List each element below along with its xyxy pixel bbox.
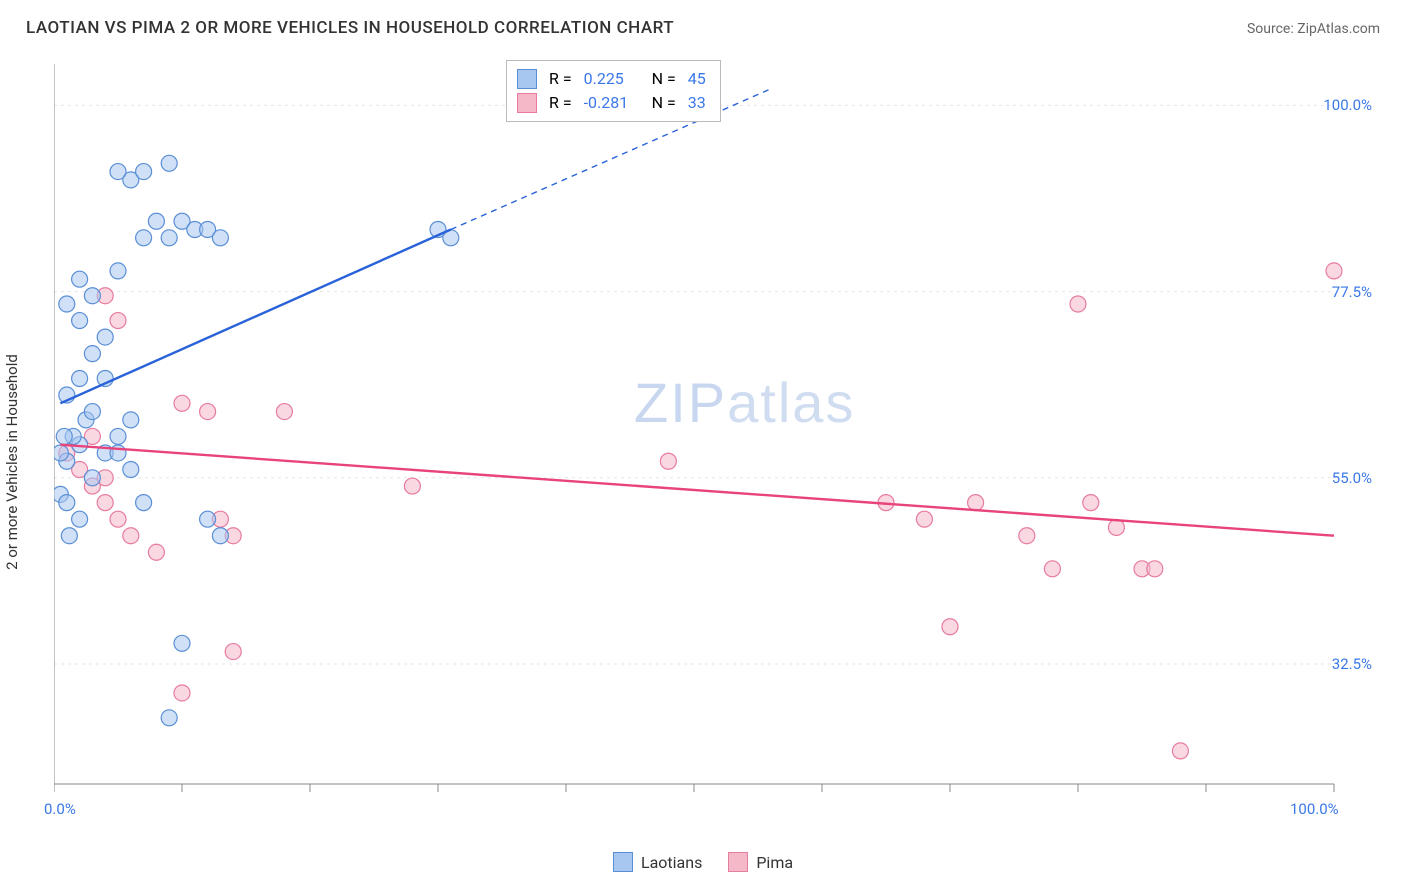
legend-item-pima: Pima xyxy=(728,852,793,872)
pima-legend-label: Pima xyxy=(756,853,793,872)
laotians-legend-label: Laotians xyxy=(641,853,702,872)
correlation-legend: R = 0.225 N = 45 R = -0.281 N = 33 xyxy=(506,60,721,122)
pima-swatch-icon xyxy=(517,93,537,113)
x-tick-label: 100.0% xyxy=(1290,800,1339,818)
scatter-plot: ZIPatlas xyxy=(54,52,1344,812)
r-label: R = xyxy=(549,67,572,91)
pima-n-value: 33 xyxy=(688,91,706,115)
n-label: N = xyxy=(652,67,676,91)
svg-text:ZIPatlas: ZIPatlas xyxy=(634,371,855,434)
legend-row-laotians: R = 0.225 N = 45 xyxy=(517,67,706,91)
laotians-swatch-icon xyxy=(613,852,633,872)
n-label: N = xyxy=(652,91,676,115)
legend-item-laotians: Laotians xyxy=(613,852,702,872)
y-tick-label: 100.0% xyxy=(1323,96,1372,114)
y-tick-label: 55.0% xyxy=(1332,469,1372,487)
series-legend: Laotians Pima xyxy=(16,852,1390,872)
pima-swatch-icon xyxy=(728,852,748,872)
laotians-r-value: 0.225 xyxy=(584,67,640,91)
laotians-n-value: 45 xyxy=(688,67,706,91)
source-name-label: ZipAtlas.com xyxy=(1297,21,1380,37)
laotians-swatch-icon xyxy=(517,69,537,89)
r-label: R = xyxy=(549,91,572,115)
pima-r-value: -0.281 xyxy=(584,91,640,115)
x-tick-label: 0.0% xyxy=(44,800,76,818)
chart-container: 2 or more Vehicles in Household ZIPatlas… xyxy=(16,52,1390,872)
y-axis-label: 2 or more Vehicles in Household xyxy=(3,354,21,570)
chart-source: Source: ZipAtlas.com xyxy=(1247,21,1380,37)
chart-title: LAOTIAN VS PIMA 2 OR MORE VEHICLES IN HO… xyxy=(26,18,674,38)
y-tick-label: 32.5% xyxy=(1332,655,1372,673)
y-tick-label: 77.5% xyxy=(1332,283,1372,301)
source-prefix-label: Source: xyxy=(1247,21,1297,37)
chart-header: LAOTIAN VS PIMA 2 OR MORE VEHICLES IN HO… xyxy=(0,0,1406,48)
legend-row-pima: R = -0.281 N = 33 xyxy=(517,91,706,115)
